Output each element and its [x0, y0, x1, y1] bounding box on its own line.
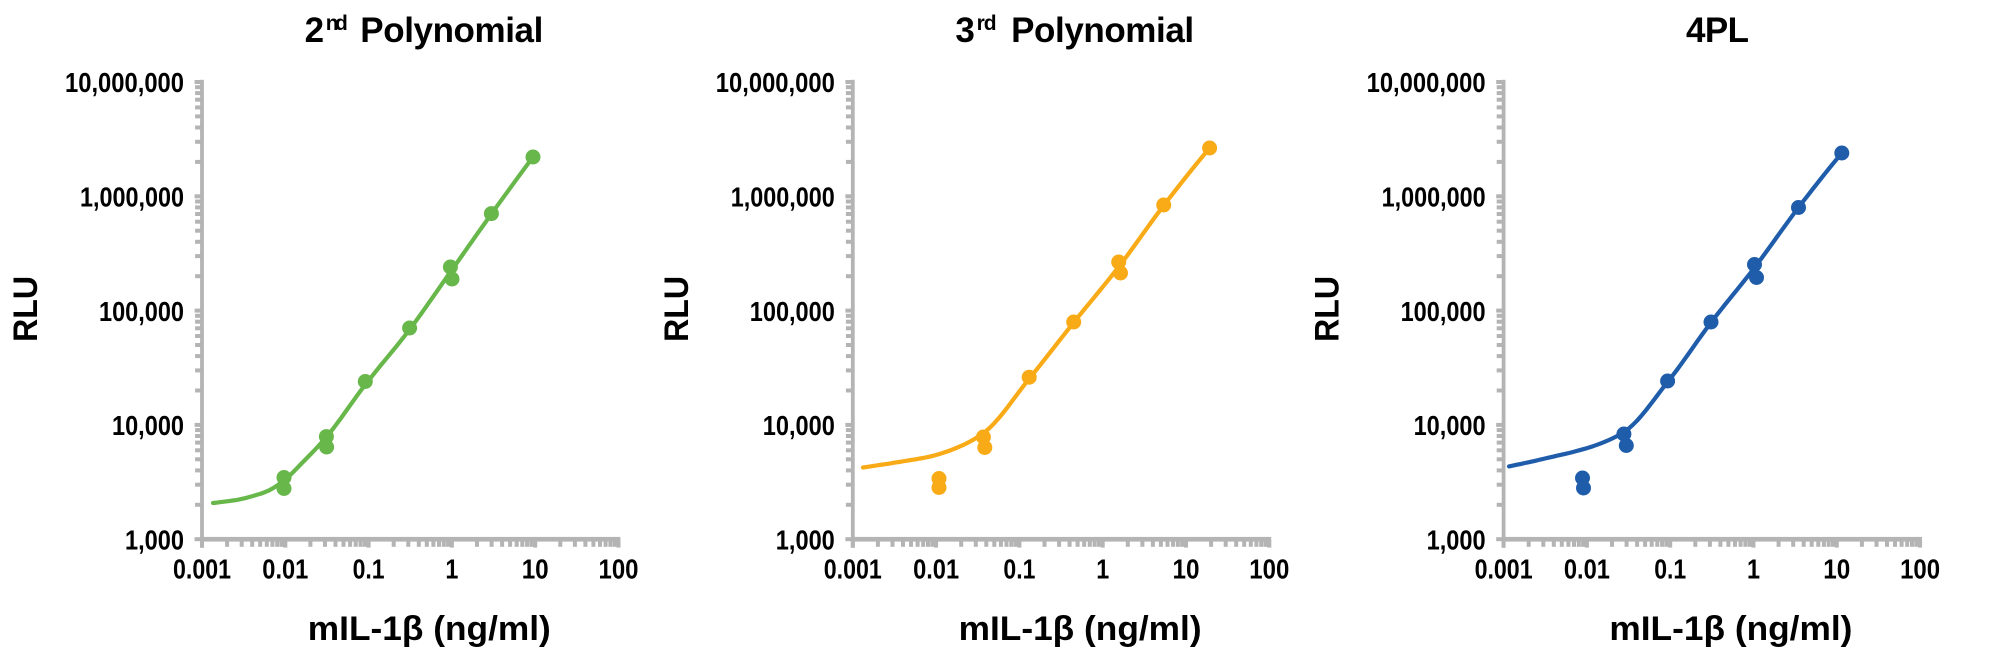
svg-text:0.1: 0.1 [353, 554, 385, 585]
svg-text:1,000,000: 1,000,000 [731, 182, 835, 213]
svg-text:2: 2 [305, 11, 324, 50]
svg-text:10,000,000: 10,000,000 [1367, 67, 1486, 98]
svg-text:1,000: 1,000 [1427, 524, 1486, 555]
svg-text:rd: rd [977, 12, 997, 35]
svg-text:100: 100 [1900, 554, 1940, 585]
svg-text:100: 100 [1249, 554, 1289, 585]
svg-text:4PL: 4PL [1686, 11, 1749, 50]
svg-text:1,000,000: 1,000,000 [1382, 182, 1486, 213]
svg-text:mIL-1β (ng/ml): mIL-1β (ng/ml) [308, 610, 551, 648]
svg-text:100,000: 100,000 [1401, 296, 1486, 327]
svg-text:10,000: 10,000 [112, 410, 184, 441]
svg-text:RLU: RLU [1309, 276, 1347, 342]
svg-text:Polynomial: Polynomial [1011, 11, 1194, 50]
svg-text:mIL-1β (ng/ml): mIL-1β (ng/ml) [959, 610, 1202, 648]
svg-text:0.1: 0.1 [1003, 554, 1035, 585]
svg-text:0.01: 0.01 [913, 554, 959, 585]
svg-text:10: 10 [522, 554, 549, 585]
svg-text:100: 100 [599, 554, 639, 585]
svg-text:mIL-1β (ng/ml): mIL-1β (ng/ml) [1609, 610, 1852, 648]
svg-text:10,000,000: 10,000,000 [716, 67, 835, 98]
svg-text:100,000: 100,000 [99, 296, 184, 327]
svg-text:10,000,000: 10,000,000 [65, 67, 184, 98]
svg-text:10,000: 10,000 [1414, 410, 1486, 441]
svg-text:0.1: 0.1 [1654, 554, 1686, 585]
svg-text:3: 3 [955, 11, 974, 50]
svg-text:0.001: 0.001 [173, 554, 231, 585]
svg-text:nd: nd [326, 12, 348, 35]
svg-text:Polynomial: Polynomial [360, 11, 543, 50]
svg-text:1: 1 [445, 554, 458, 585]
svg-text:1,000: 1,000 [776, 524, 835, 555]
svg-text:0.001: 0.001 [1475, 554, 1533, 585]
svg-text:0.01: 0.01 [1564, 554, 1610, 585]
svg-text:0.01: 0.01 [262, 554, 308, 585]
svg-text:RLU: RLU [658, 276, 696, 342]
svg-text:10,000: 10,000 [763, 410, 835, 441]
svg-text:1: 1 [1747, 554, 1760, 585]
svg-text:10: 10 [1823, 554, 1850, 585]
svg-text:1,000: 1,000 [125, 524, 184, 555]
svg-text:1: 1 [1096, 554, 1109, 585]
svg-text:0.001: 0.001 [824, 554, 882, 585]
svg-text:100,000: 100,000 [750, 296, 835, 327]
svg-text:RLU: RLU [7, 276, 45, 342]
svg-text:10: 10 [1173, 554, 1200, 585]
svg-text:1,000,000: 1,000,000 [80, 182, 184, 213]
